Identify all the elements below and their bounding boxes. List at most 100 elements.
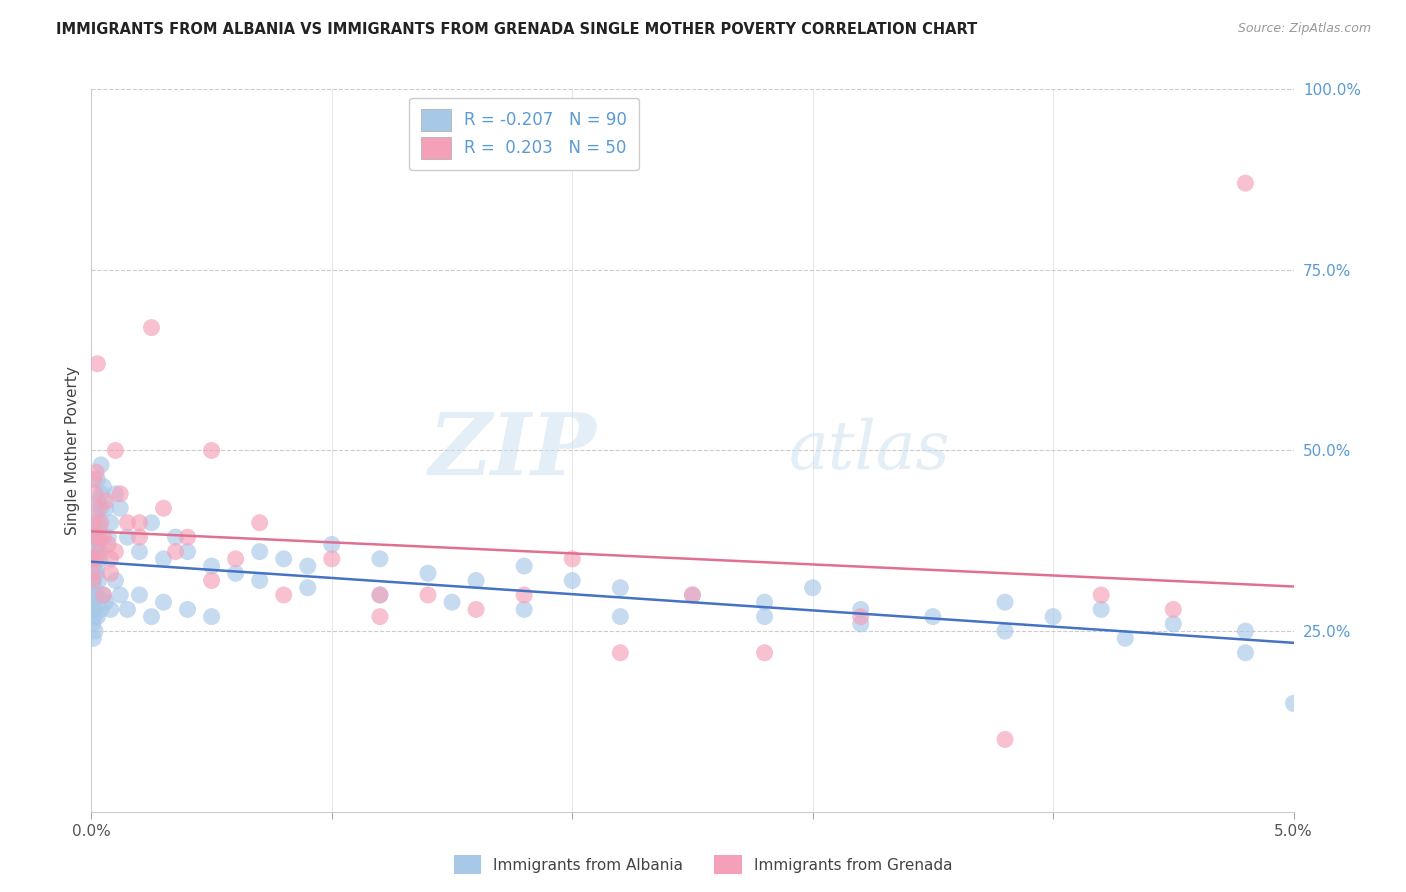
Point	[84, 465, 107, 479]
Point	[994, 732, 1017, 747]
Point	[249, 544, 271, 558]
Point	[93, 479, 115, 493]
Point	[609, 581, 631, 595]
Point	[84, 566, 107, 581]
Point	[1282, 696, 1305, 710]
Legend: Immigrants from Albania, Immigrants from Grenada: Immigrants from Albania, Immigrants from…	[447, 849, 959, 880]
Text: atlas: atlas	[789, 417, 950, 483]
Point	[165, 530, 187, 544]
Point	[104, 443, 127, 458]
Point	[94, 494, 117, 508]
Point	[89, 537, 111, 551]
Point	[152, 595, 174, 609]
Point	[90, 458, 112, 472]
Point	[84, 624, 107, 639]
Point	[754, 646, 776, 660]
Point	[86, 559, 108, 574]
Point	[87, 494, 110, 508]
Point	[368, 588, 391, 602]
Point	[87, 574, 110, 588]
Point	[89, 551, 111, 566]
Point	[152, 551, 174, 566]
Point	[321, 551, 343, 566]
Point	[368, 588, 391, 602]
Point	[83, 530, 105, 544]
Point	[513, 588, 536, 602]
Text: ZIP: ZIP	[429, 409, 596, 492]
Point	[82, 551, 104, 566]
Point	[128, 516, 150, 530]
Point	[128, 544, 150, 558]
Point	[97, 530, 120, 544]
Point	[83, 588, 105, 602]
Point	[1161, 602, 1184, 616]
Point	[87, 530, 110, 544]
Point	[97, 537, 120, 551]
Point	[609, 609, 631, 624]
Point	[84, 487, 107, 501]
Point	[86, 472, 108, 486]
Point	[141, 609, 163, 624]
Point	[82, 574, 104, 588]
Point	[201, 574, 224, 588]
Point	[94, 501, 117, 516]
Point	[83, 530, 105, 544]
Point	[176, 544, 198, 558]
Point	[128, 588, 150, 602]
Point	[83, 472, 105, 486]
Point	[84, 588, 107, 602]
Point	[82, 574, 104, 588]
Point	[152, 501, 174, 516]
Point	[83, 602, 105, 616]
Point	[1234, 646, 1257, 660]
Point	[117, 602, 139, 616]
Point	[84, 508, 107, 523]
Point	[141, 320, 163, 334]
Point	[273, 551, 295, 566]
Point	[368, 609, 391, 624]
Point	[104, 544, 127, 558]
Text: IMMIGRANTS FROM ALBANIA VS IMMIGRANTS FROM GRENADA SINGLE MOTHER POVERTY CORRELA: IMMIGRANTS FROM ALBANIA VS IMMIGRANTS FR…	[56, 22, 977, 37]
Point	[117, 516, 139, 530]
Point	[165, 544, 187, 558]
Point	[87, 523, 110, 537]
Point	[249, 574, 271, 588]
Point	[86, 357, 108, 371]
Point	[100, 516, 122, 530]
Point	[100, 566, 122, 581]
Point	[1114, 632, 1136, 646]
Point	[90, 516, 112, 530]
Point	[110, 501, 132, 516]
Point	[465, 602, 488, 616]
Point	[110, 487, 132, 501]
Point	[225, 566, 247, 581]
Point	[681, 588, 703, 602]
Point	[89, 544, 111, 558]
Point	[754, 609, 776, 624]
Point	[110, 588, 132, 602]
Point	[90, 487, 112, 501]
Point	[561, 574, 583, 588]
Point	[83, 559, 105, 574]
Point	[561, 551, 583, 566]
Point	[84, 544, 107, 558]
Point	[225, 551, 247, 566]
Point	[100, 602, 122, 616]
Point	[82, 551, 104, 566]
Point	[84, 588, 107, 602]
Point	[176, 530, 198, 544]
Point	[1234, 176, 1257, 190]
Point	[84, 551, 107, 566]
Point	[82, 566, 104, 581]
Point	[86, 609, 108, 624]
Legend: R = -0.207   N = 90, R =  0.203   N = 50: R = -0.207 N = 90, R = 0.203 N = 50	[409, 97, 638, 170]
Point	[176, 602, 198, 616]
Point	[141, 516, 163, 530]
Point	[82, 595, 104, 609]
Point	[849, 616, 872, 631]
Point	[201, 609, 224, 624]
Point	[93, 588, 115, 602]
Point	[849, 602, 872, 616]
Text: Source: ZipAtlas.com: Source: ZipAtlas.com	[1237, 22, 1371, 36]
Point	[513, 602, 536, 616]
